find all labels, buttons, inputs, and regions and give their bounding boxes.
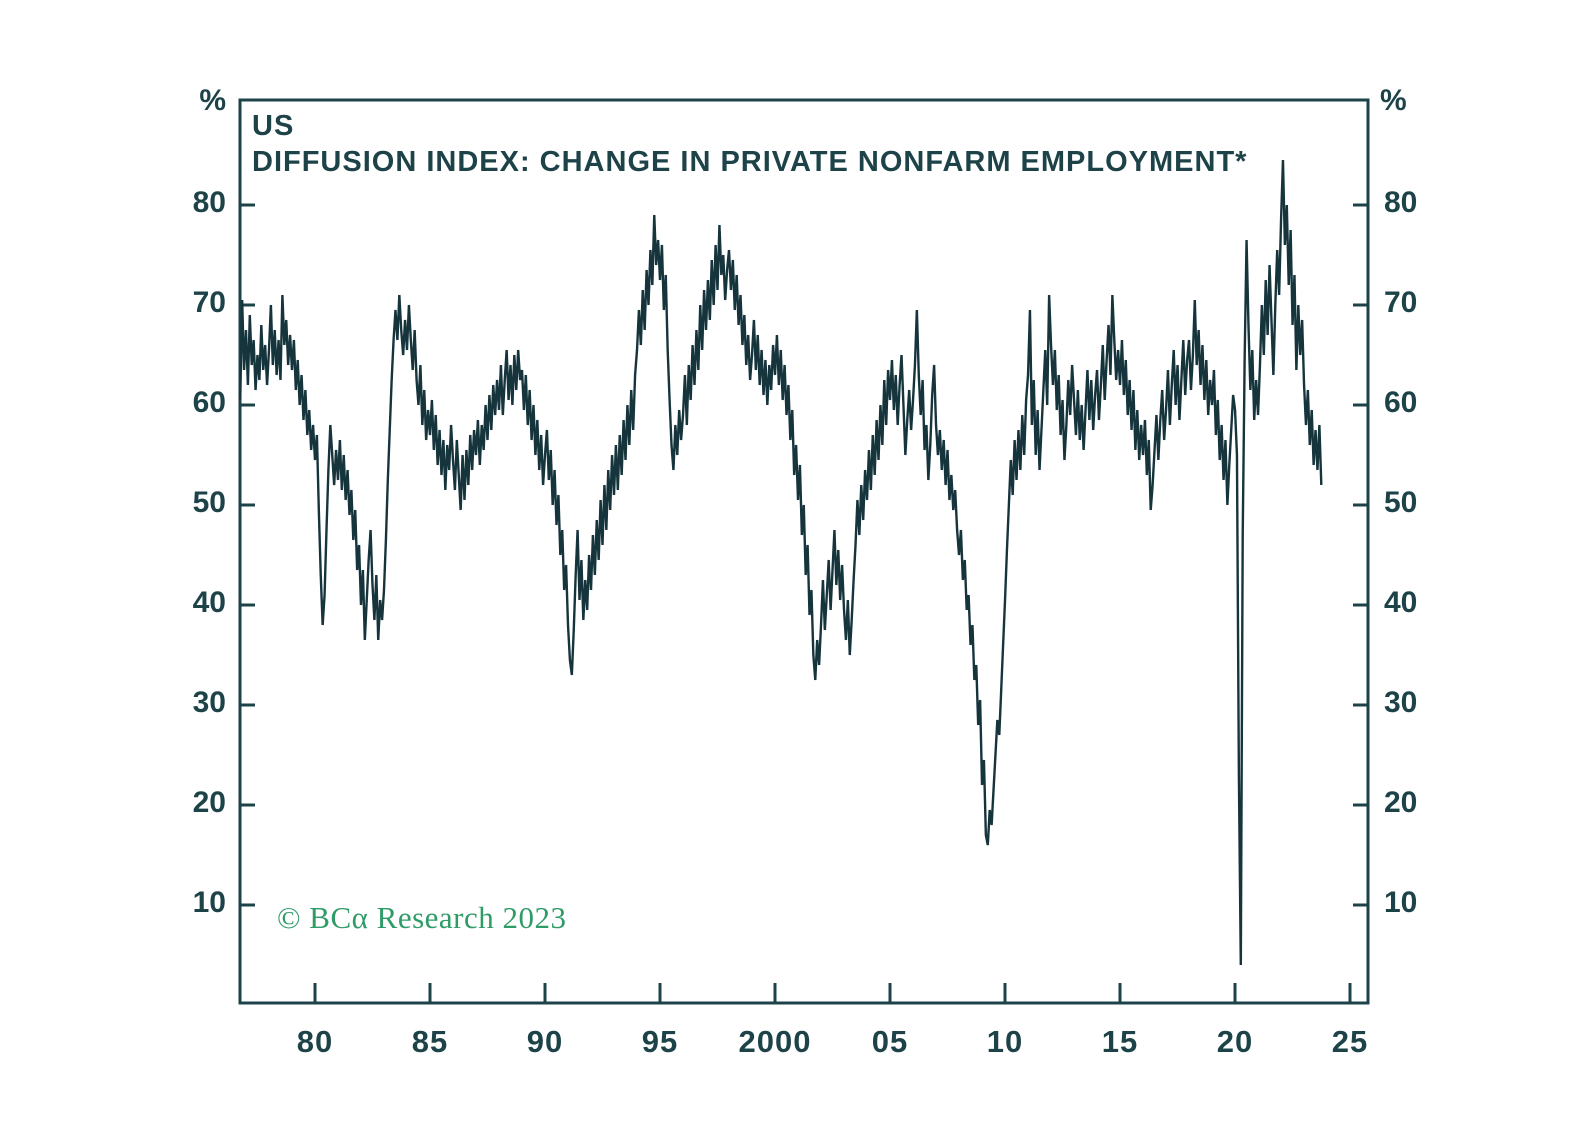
y-tick-label-right: 40 <box>1384 586 1418 619</box>
copyright-notice: © BCα Research 2023 <box>277 900 567 935</box>
x-tick-label: 95 <box>641 1024 679 1059</box>
x-tick-label: 90 <box>526 1024 564 1059</box>
y-tick-label-left: 30 <box>192 686 226 719</box>
x-tick-label: 05 <box>871 1024 909 1059</box>
chart-header: US DIFFUSION INDEX: CHANGE IN PRIVATE NO… <box>252 108 1247 180</box>
y-tick-label-right: 70 <box>1384 286 1418 319</box>
y-tick-label-right: 20 <box>1384 786 1418 819</box>
region-label: US <box>252 110 295 142</box>
y-tick-label-right: 60 <box>1384 386 1418 419</box>
y-axis-unit-right: % <box>1380 84 1407 117</box>
y-tick-label-left: 50 <box>192 486 226 519</box>
y-axis-unit-left: % <box>199 84 226 117</box>
y-tick-label-left: 10 <box>192 886 226 919</box>
y-tick-label-left: 20 <box>192 786 226 819</box>
x-tick-label: 20 <box>1216 1024 1254 1059</box>
x-tick-label: 25 <box>1331 1024 1369 1059</box>
chart-title: DIFFUSION INDEX: CHANGE IN PRIVATE NONFA… <box>252 146 1248 178</box>
y-tick-label-right: 10 <box>1384 886 1418 919</box>
x-tick-label: 15 <box>1101 1024 1139 1059</box>
x-tick-label: 10 <box>986 1024 1024 1059</box>
y-tick-label-left: 70 <box>192 286 226 319</box>
y-tick-label-left: 60 <box>192 386 226 419</box>
y-tick-label-right: 80 <box>1384 186 1418 219</box>
chart-frame <box>238 98 1370 1005</box>
series-line <box>239 159 1323 966</box>
y-tick-label-left: 80 <box>192 186 226 219</box>
y-tick-label-right: 50 <box>1384 486 1418 519</box>
y-tick-label-left: 40 <box>192 586 226 619</box>
x-tick-label: 2000 <box>738 1024 812 1059</box>
y-tick-label-right: 30 <box>1384 686 1418 719</box>
x-tick-label: 85 <box>411 1024 449 1059</box>
x-tick-label: 80 <box>296 1024 334 1059</box>
